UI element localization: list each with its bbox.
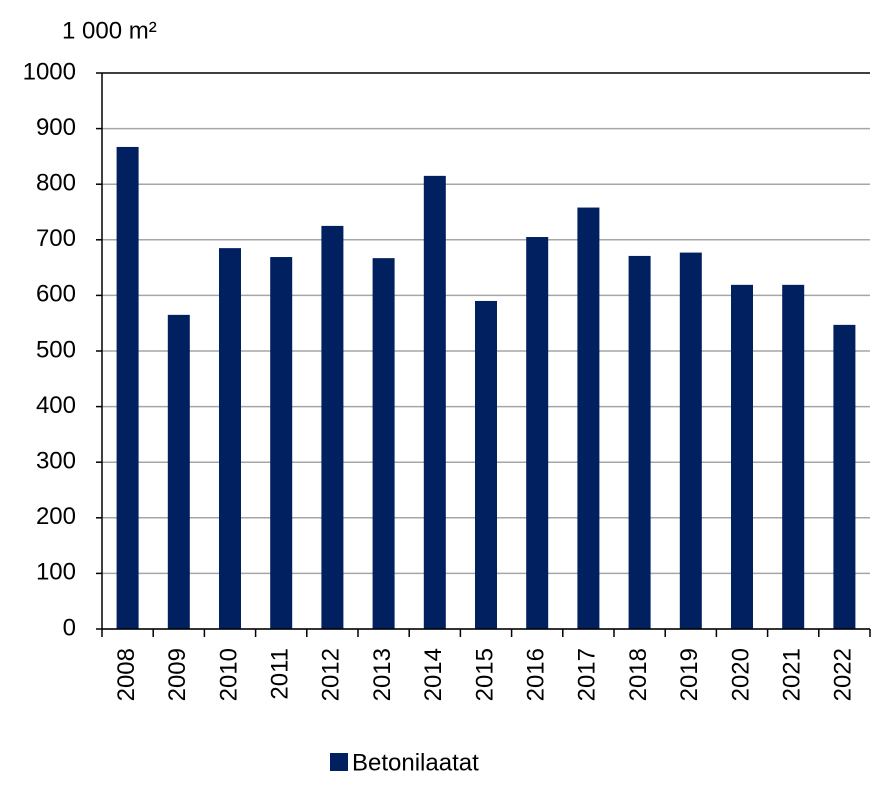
y-axis-label: 1 000 m² [62,17,157,44]
y-tick-label: 300 [36,448,76,475]
bar [270,257,293,629]
bar [628,255,651,629]
y-tick-label: 700 [36,225,76,252]
x-tick-label: 2018 [625,648,652,701]
x-tick-label: 2019 [676,648,703,701]
x-tick-label: 2009 [164,648,191,701]
x-tick-label: 2008 [113,648,140,701]
bar [577,207,600,629]
legend-swatch [330,753,348,771]
y-tick-label: 600 [36,281,76,308]
bar [321,225,344,629]
bar [526,237,549,629]
x-tick-label: 2014 [420,648,447,701]
bar [782,284,805,629]
x-tick-label: 2016 [523,648,550,701]
x-tick-label: 2010 [215,648,242,701]
x-tick-label: 2012 [318,648,345,701]
bar [731,284,753,629]
legend-label: Betonilaatat [352,749,479,776]
x-tick-label: 2017 [574,648,601,701]
x-tick-label: 2013 [369,648,396,701]
bar [679,252,702,629]
x-tick-label: 2020 [727,648,754,701]
y-tick-label: 100 [36,559,76,586]
bar [833,324,856,629]
bar [423,175,446,630]
x-tick-label: 2015 [471,648,498,701]
y-tick-label: 200 [36,503,76,530]
y-tick-label: 500 [36,336,76,363]
y-tick-label: 400 [36,392,76,419]
y-tick-label: 1000 [23,58,76,85]
bar [372,258,395,629]
y-tick-label: 900 [36,114,76,141]
bar [167,314,190,629]
x-tick-label: 2021 [779,648,806,701]
bar [219,248,241,629]
x-tick-label: 2022 [830,648,857,701]
bar [116,146,139,629]
y-tick-label: 0 [63,614,76,641]
bar [475,300,497,629]
x-tick-label: 2011 [267,648,294,700]
y-tick-label: 800 [36,170,76,197]
